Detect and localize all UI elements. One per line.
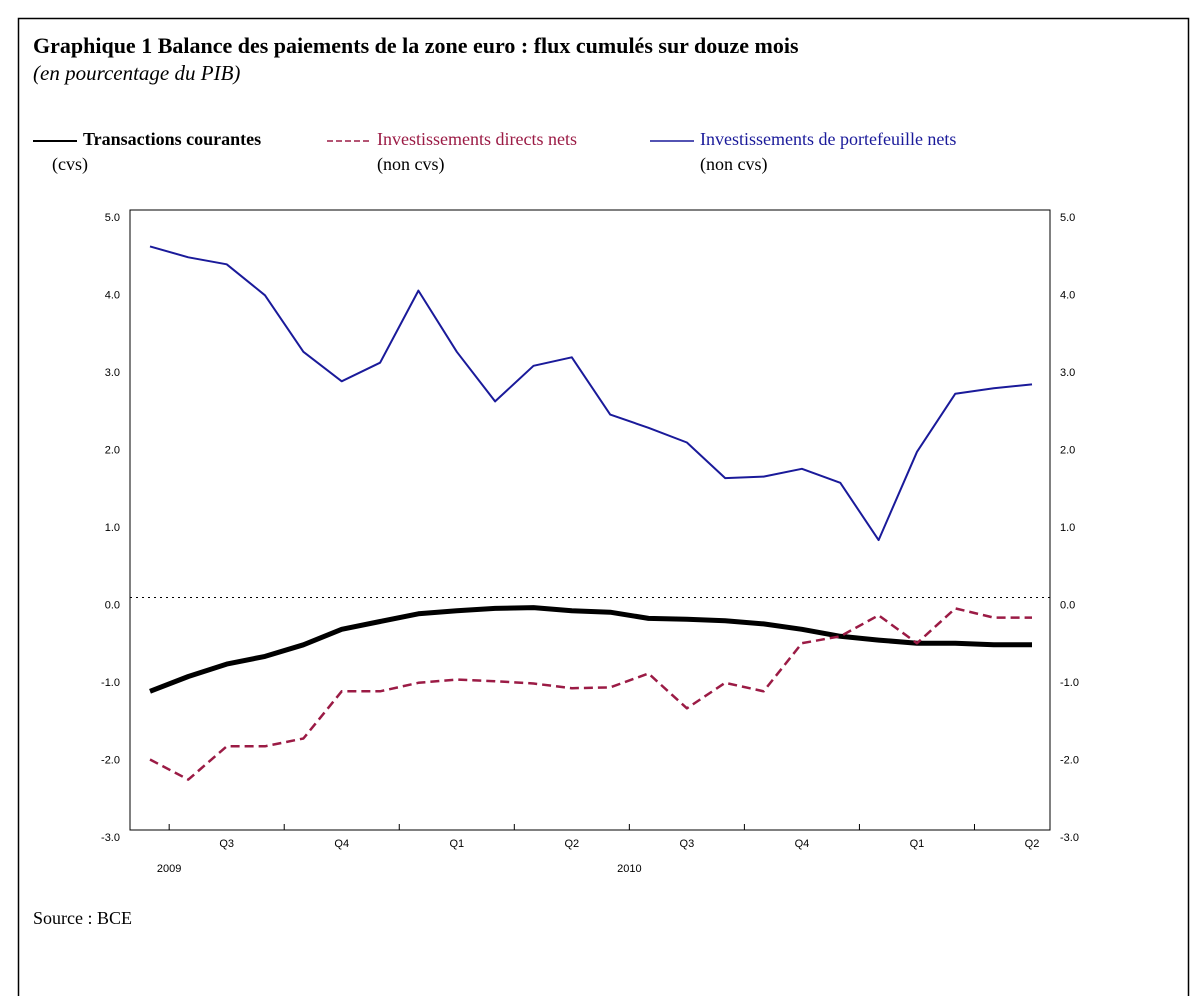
y2-tick-label: 0.0 <box>1060 599 1075 611</box>
y2-tick-label: 1.0 <box>1060 522 1075 534</box>
legend-label: Investissements directs nets <box>377 129 577 149</box>
y2-tick-label: 3.0 <box>1060 367 1075 379</box>
y-tick-label: 4.0 <box>105 289 120 301</box>
legend-note: (non cvs) <box>377 154 444 175</box>
plot-frame <box>129 209 1051 831</box>
x-tick-label: Q2 <box>1025 838 1040 850</box>
x-tick-label: Q2 <box>564 838 579 850</box>
y-tick-label: -1.0 <box>101 677 120 689</box>
series-line <box>149 607 1032 781</box>
x-tick-label: Q1 <box>910 838 925 850</box>
y-tick-label: 3.0 <box>105 367 120 379</box>
y-tick-label: 5.0 <box>105 212 120 224</box>
y-tick-label: 0.0 <box>105 599 120 611</box>
legend: Transactions courantes (cvs) Investissemen… <box>33 129 956 175</box>
x-tick-label: Q3 <box>680 838 695 850</box>
frame-border <box>17 17 1190 996</box>
x-tick-label: Q4 <box>795 838 810 850</box>
series-line <box>149 245 1033 542</box>
x-tick-label: Q3 <box>219 838 234 850</box>
source-note: Source : BCE <box>33 908 132 928</box>
series-line <box>149 605 1032 694</box>
y2-tick-label: -2.0 <box>1060 754 1079 766</box>
y2-tick-label: -3.0 <box>1060 832 1079 844</box>
x-year-label: 2010 <box>617 863 641 875</box>
y2-tick-label: 5.0 <box>1060 212 1075 224</box>
x-tick-label: Q1 <box>449 838 464 850</box>
legend-note: (non cvs) <box>700 154 767 175</box>
y2-tick-label: -1.0 <box>1060 677 1079 689</box>
legend-label: Transactions courantes <box>83 129 261 149</box>
chart-title: Graphique 1 Balance des paiements de la … <box>33 33 799 58</box>
legend-label: Investissements de portefeuille nets <box>700 129 956 149</box>
y2-tick-label: 4.0 <box>1060 289 1075 301</box>
y-tick-label: -3.0 <box>101 832 120 844</box>
y-tick-label: -2.0 <box>101 754 120 766</box>
y2-tick-label: 2.0 <box>1060 444 1075 456</box>
y-tick-label: 2.0 <box>105 444 120 456</box>
y-tick-label: 1.0 <box>105 522 120 534</box>
x-year-label: 2009 <box>157 863 181 875</box>
chart-subtitle: (en pourcentage du PIB) <box>33 61 240 85</box>
legend-note: (cvs) <box>52 154 88 175</box>
x-tick-label: Q4 <box>334 838 349 850</box>
